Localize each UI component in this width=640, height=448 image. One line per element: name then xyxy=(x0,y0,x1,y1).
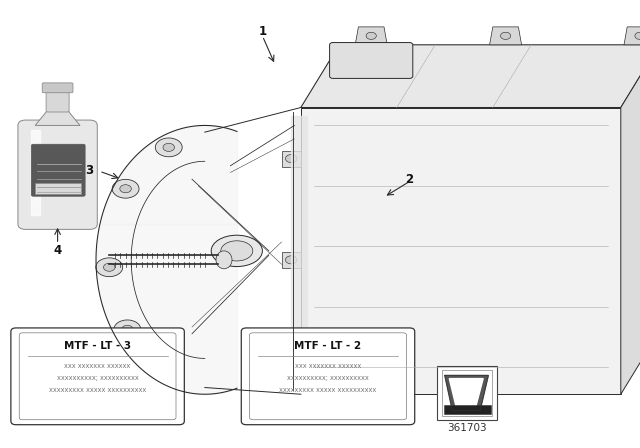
FancyBboxPatch shape xyxy=(330,43,413,78)
Ellipse shape xyxy=(104,263,115,271)
Text: MTF - LT - 3: MTF - LT - 3 xyxy=(64,341,131,351)
Text: 361703: 361703 xyxy=(447,423,487,433)
Polygon shape xyxy=(449,379,483,408)
Polygon shape xyxy=(621,45,640,394)
Text: xxxxxxxxxx; xxxxxxxxxx: xxxxxxxxxx; xxxxxxxxxx xyxy=(287,375,369,381)
Circle shape xyxy=(635,32,640,39)
Circle shape xyxy=(285,256,297,264)
Text: xxxxxxxxx xxxxx xxxxxxxxxx: xxxxxxxxx xxxxx xxxxxxxxxx xyxy=(49,387,146,393)
Ellipse shape xyxy=(156,363,182,382)
Polygon shape xyxy=(301,108,621,394)
Polygon shape xyxy=(282,252,301,268)
FancyBboxPatch shape xyxy=(241,328,415,425)
FancyBboxPatch shape xyxy=(250,333,406,420)
Polygon shape xyxy=(355,27,387,45)
Circle shape xyxy=(285,155,297,163)
Circle shape xyxy=(366,32,376,39)
Polygon shape xyxy=(282,151,301,167)
Ellipse shape xyxy=(211,235,262,267)
Text: MTF - LT - 2: MTF - LT - 2 xyxy=(294,341,362,351)
FancyBboxPatch shape xyxy=(11,328,184,425)
FancyBboxPatch shape xyxy=(437,366,497,420)
FancyBboxPatch shape xyxy=(42,83,73,93)
FancyBboxPatch shape xyxy=(18,120,97,229)
Ellipse shape xyxy=(156,138,182,157)
Text: xxx xxxxxxx xxxxxx: xxx xxxxxxx xxxxxx xyxy=(65,363,131,370)
FancyBboxPatch shape xyxy=(31,144,85,196)
Text: xxxxxxxxx xxxxx xxxxxxxxxx: xxxxxxxxx xxxxx xxxxxxxxxx xyxy=(280,387,376,393)
FancyBboxPatch shape xyxy=(19,333,176,420)
Polygon shape xyxy=(445,375,488,411)
Text: 2: 2 xyxy=(406,172,413,186)
Ellipse shape xyxy=(96,258,123,277)
Polygon shape xyxy=(490,27,522,45)
FancyBboxPatch shape xyxy=(35,183,81,194)
Text: 1: 1 xyxy=(259,25,266,38)
Text: 4: 4 xyxy=(54,244,61,258)
Ellipse shape xyxy=(122,325,133,333)
Text: 3: 3 xyxy=(86,164,93,177)
Ellipse shape xyxy=(216,251,232,269)
Bar xyxy=(444,405,491,414)
Text: xxx xxxxxxx xxxxxx: xxx xxxxxxx xxxxxx xyxy=(295,363,361,370)
Polygon shape xyxy=(624,27,640,45)
Ellipse shape xyxy=(114,320,141,339)
Ellipse shape xyxy=(163,368,175,376)
Text: xxxxxxxxxx; xxxxxxxxxx: xxxxxxxxxx; xxxxxxxxxx xyxy=(57,375,138,381)
Polygon shape xyxy=(301,45,640,108)
Ellipse shape xyxy=(163,143,175,151)
Ellipse shape xyxy=(112,179,139,198)
Ellipse shape xyxy=(221,241,253,261)
FancyBboxPatch shape xyxy=(442,370,492,416)
Ellipse shape xyxy=(120,185,131,193)
Circle shape xyxy=(500,32,511,39)
Polygon shape xyxy=(35,110,80,125)
FancyBboxPatch shape xyxy=(46,89,69,112)
